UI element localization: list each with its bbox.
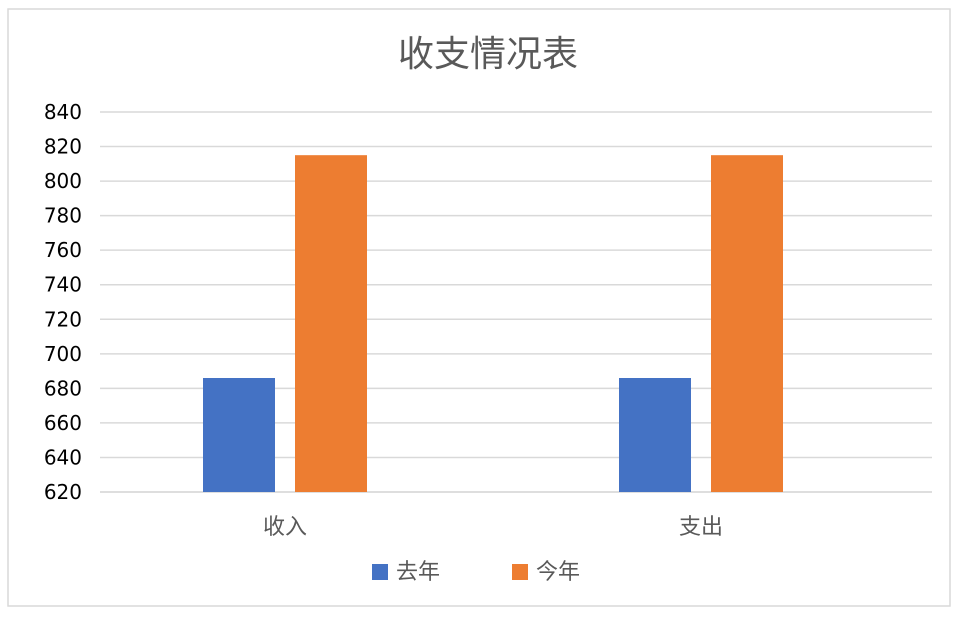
y-tick-label: 740 bbox=[44, 273, 82, 297]
legend: 去年 今年 bbox=[372, 560, 580, 585]
y-tick-label: 840 bbox=[44, 100, 82, 124]
y-tick-label: 780 bbox=[44, 204, 82, 228]
legend-label: 去年 bbox=[396, 560, 440, 585]
y-tick-label: 680 bbox=[44, 376, 82, 400]
bars bbox=[203, 155, 783, 492]
y-tick-label: 640 bbox=[44, 445, 82, 469]
y-tick-label: 660 bbox=[44, 411, 82, 435]
y-tick-label: 820 bbox=[44, 135, 82, 159]
y-axis-tick-labels: 620 640 660 680 700 720 740 760 780 800 820 840 bbox=[44, 100, 82, 504]
y-tick-label: 800 bbox=[44, 169, 82, 193]
chart-border bbox=[7, 8, 951, 607]
y-tick-label: 700 bbox=[44, 342, 82, 366]
bar-1-2 bbox=[295, 155, 367, 492]
y-tick-label: 620 bbox=[44, 480, 82, 504]
bar-1-1 bbox=[203, 378, 275, 492]
x-axis-tick-labels: 收入 支出 bbox=[263, 515, 723, 540]
chart-title: 收支情况表 bbox=[398, 34, 578, 75]
x-tick-label: 收入 bbox=[263, 515, 307, 540]
bar-2-2 bbox=[711, 155, 783, 492]
y-tick-label: 760 bbox=[44, 238, 82, 262]
legend-swatch-2 bbox=[512, 564, 528, 580]
legend-swatch-1 bbox=[372, 564, 388, 580]
bar-2-1 bbox=[619, 378, 691, 492]
legend-label: 今年 bbox=[536, 560, 580, 585]
x-tick-label: 支出 bbox=[679, 515, 723, 540]
y-tick-label: 720 bbox=[44, 307, 82, 331]
